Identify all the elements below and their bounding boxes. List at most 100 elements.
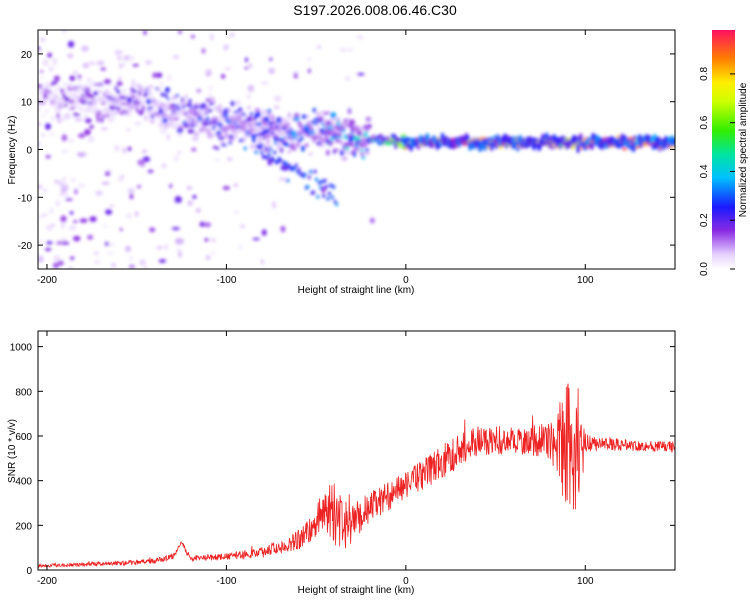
spectrogram-cell — [308, 152, 313, 156]
spectrogram-cell — [90, 94, 94, 99]
spectrogram-cell — [70, 106, 76, 110]
spectrogram-cell — [204, 238, 209, 242]
spectrogram-cell — [128, 264, 135, 269]
spectrogram-cell — [325, 184, 329, 189]
spectrogram-cell — [164, 93, 168, 98]
spectrogram-cell — [114, 85, 120, 88]
spectrogram-cell — [285, 122, 291, 127]
spectrogram-cell — [208, 133, 215, 137]
spectrogram-cell — [322, 193, 326, 198]
spectrogram-cell — [56, 85, 63, 88]
spectrogram-cell — [193, 102, 200, 107]
x-tick-label: -200 — [37, 275, 57, 286]
spectrogram-cell — [310, 126, 314, 133]
spectrogram-cell — [63, 103, 68, 107]
spectrogram-cell — [336, 136, 343, 139]
spectrogram-cell — [349, 142, 355, 147]
spectrogram-cell — [47, 92, 54, 96]
spectrogram-cell — [166, 134, 171, 141]
spectrogram-cell — [365, 117, 372, 123]
spectrogram-cell — [75, 102, 79, 109]
spectrogram-cell — [167, 97, 171, 101]
spectrogram-cell — [253, 121, 258, 127]
spectrogram-cell — [271, 158, 275, 163]
spectrogram-cell — [56, 241, 64, 245]
spectrogram-cell — [332, 148, 339, 152]
spectrogram-cell — [261, 229, 267, 236]
spectrogram-cell — [208, 102, 214, 106]
spectrogram-cell — [255, 108, 261, 113]
spectrogram-cell — [138, 90, 142, 97]
spectrogram-cell — [364, 126, 370, 132]
spectrogram-cell — [84, 99, 90, 104]
spectrogram-cell — [193, 131, 199, 138]
spectrogram-cell — [344, 146, 350, 151]
colorbar-ticks: 0.0 0.2 0.4 0.6 0.8 — [699, 67, 735, 276]
spectrogram-cell — [245, 132, 250, 139]
spectrogram-cell — [89, 216, 97, 222]
spectrogram-cell — [188, 98, 192, 104]
spectrogram-cell — [62, 90, 66, 95]
spectrogram-cell — [234, 129, 239, 135]
spectrogram-cell — [74, 115, 78, 119]
spectrogram-cell — [363, 137, 367, 142]
spectrogram-cell — [38, 97, 41, 102]
spectrogram-cell — [365, 148, 369, 152]
spectrogram-cell — [287, 112, 292, 119]
spectrogram-cell — [276, 135, 280, 139]
spectrogram-cell — [158, 108, 164, 114]
spectrogram-cell — [66, 53, 74, 59]
spectrogram-cell — [39, 74, 44, 81]
spectrogram-cell — [234, 210, 239, 214]
spectrogram-cell — [140, 108, 145, 113]
spectrogram-cell — [291, 138, 295, 144]
spectrogram-cell — [172, 54, 180, 60]
spectrogram-cell — [52, 262, 59, 269]
spectrogram-cell — [570, 146, 576, 150]
spectrogram-cell — [294, 163, 298, 168]
spectrogram-cell — [190, 35, 195, 39]
y-tick-label: -20 — [18, 241, 33, 252]
spectrogram-cell — [336, 116, 340, 123]
spectrogram-cell — [53, 75, 60, 82]
spectrogram-cell — [261, 126, 265, 130]
spectrogram-cell — [341, 126, 346, 131]
spectrogram-cell — [132, 89, 138, 93]
spectrogram-cell — [38, 102, 41, 106]
spectrogram-cell — [282, 177, 286, 182]
y-tick-label: 800 — [15, 387, 32, 398]
spectrogram-cell — [243, 146, 247, 151]
spectrogram-cell — [61, 148, 66, 155]
spectrogram-cell — [74, 188, 78, 195]
spectrogram-cell — [174, 196, 182, 204]
spectrogram-cell — [226, 120, 232, 124]
spectrogram-cell — [295, 142, 301, 148]
spectrogram-cell — [224, 67, 231, 71]
spectrogram-cell — [38, 255, 44, 263]
spectrogram-cell — [306, 114, 310, 119]
spectrogram-cell — [89, 60, 95, 66]
spectrogram-cell — [215, 147, 220, 150]
spectrogram-cell — [221, 143, 227, 147]
spectrogram-cell — [258, 137, 262, 145]
spectrogram-cell — [211, 238, 217, 243]
spectrogram-cell — [136, 184, 142, 189]
spectrogram-cell — [120, 174, 125, 179]
spectrogram-cell — [314, 177, 318, 182]
spectrogram-marks — [38, 30, 675, 269]
spectrogram-cell — [123, 103, 127, 108]
spectrogram-cell — [346, 142, 351, 147]
spectrogram-cell — [106, 109, 113, 116]
spectrogram-cell — [309, 169, 313, 174]
spectrogram-cell — [82, 62, 90, 69]
spectrogram-cell — [96, 116, 101, 123]
spectrogram-cell — [319, 142, 325, 148]
spectrogram-cell — [228, 141, 232, 145]
spectrogram-cell — [75, 117, 84, 122]
spectrogram-cell — [53, 94, 59, 98]
spectrogram-cell — [280, 165, 284, 170]
spectrogram-cell — [127, 146, 132, 152]
spectrogram-cell — [195, 207, 201, 214]
spectrogram-cell — [316, 45, 322, 49]
spectrogram-cell — [241, 124, 245, 131]
